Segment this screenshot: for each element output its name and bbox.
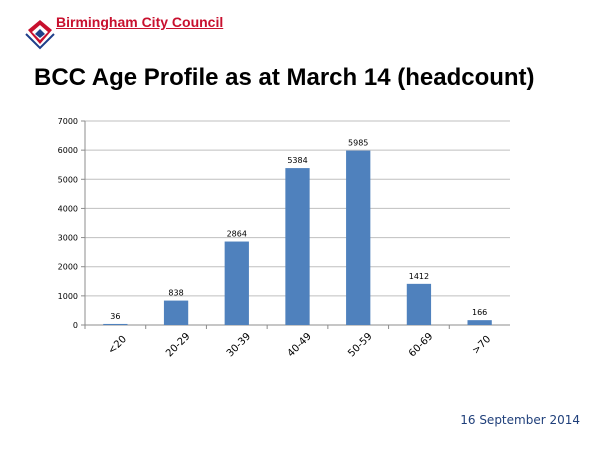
x-tick-label: 40-49 [286, 331, 314, 359]
data-label: 5985 [348, 139, 368, 148]
data-label: 838 [168, 289, 183, 298]
y-tick-label: 6000 [58, 146, 78, 155]
data-label: 1412 [409, 272, 429, 281]
data-label: 2864 [227, 230, 247, 239]
x-tick-label: 60-69 [407, 331, 435, 359]
council-logo [25, 20, 55, 50]
data-label: 166 [472, 308, 487, 317]
y-tick-label: 7000 [58, 117, 78, 126]
page-title: BCC Age Profile as at March 14 (headcoun… [34, 64, 535, 91]
y-tick-label: 2000 [58, 263, 78, 272]
x-tick-label: >70 [471, 334, 494, 357]
bar-2 [163, 300, 189, 325]
y-tick-label: 3000 [58, 234, 78, 243]
footer-date: 16 September 2014 [460, 413, 580, 427]
x-tick-label: 50-59 [346, 331, 374, 359]
bar-4 [285, 168, 310, 325]
council-logo-mark-icon [25, 20, 55, 50]
x-tick-label: 30-39 [225, 331, 253, 359]
x-tick-label: <20 [106, 334, 129, 357]
bar-5 [346, 150, 371, 325]
council-logo-text: Birmingham City Council [56, 14, 224, 30]
data-label: 36 [110, 312, 120, 321]
y-tick-label: 0 [73, 321, 78, 330]
data-label: 5384 [287, 156, 307, 165]
bar-1 [103, 323, 128, 325]
y-tick-label: 4000 [58, 204, 78, 213]
y-tick-label: 5000 [58, 175, 78, 184]
y-tick-label: 1000 [58, 292, 78, 301]
bar-6 [406, 283, 432, 325]
x-tick-label: 20-29 [164, 331, 192, 359]
age-profile-chart: 0 1000 2000 3000 4000 5000 6000 7000 36 <20 838 20-… [58, 117, 510, 359]
bar-3 [224, 241, 249, 325]
bar-7 [467, 320, 492, 325]
